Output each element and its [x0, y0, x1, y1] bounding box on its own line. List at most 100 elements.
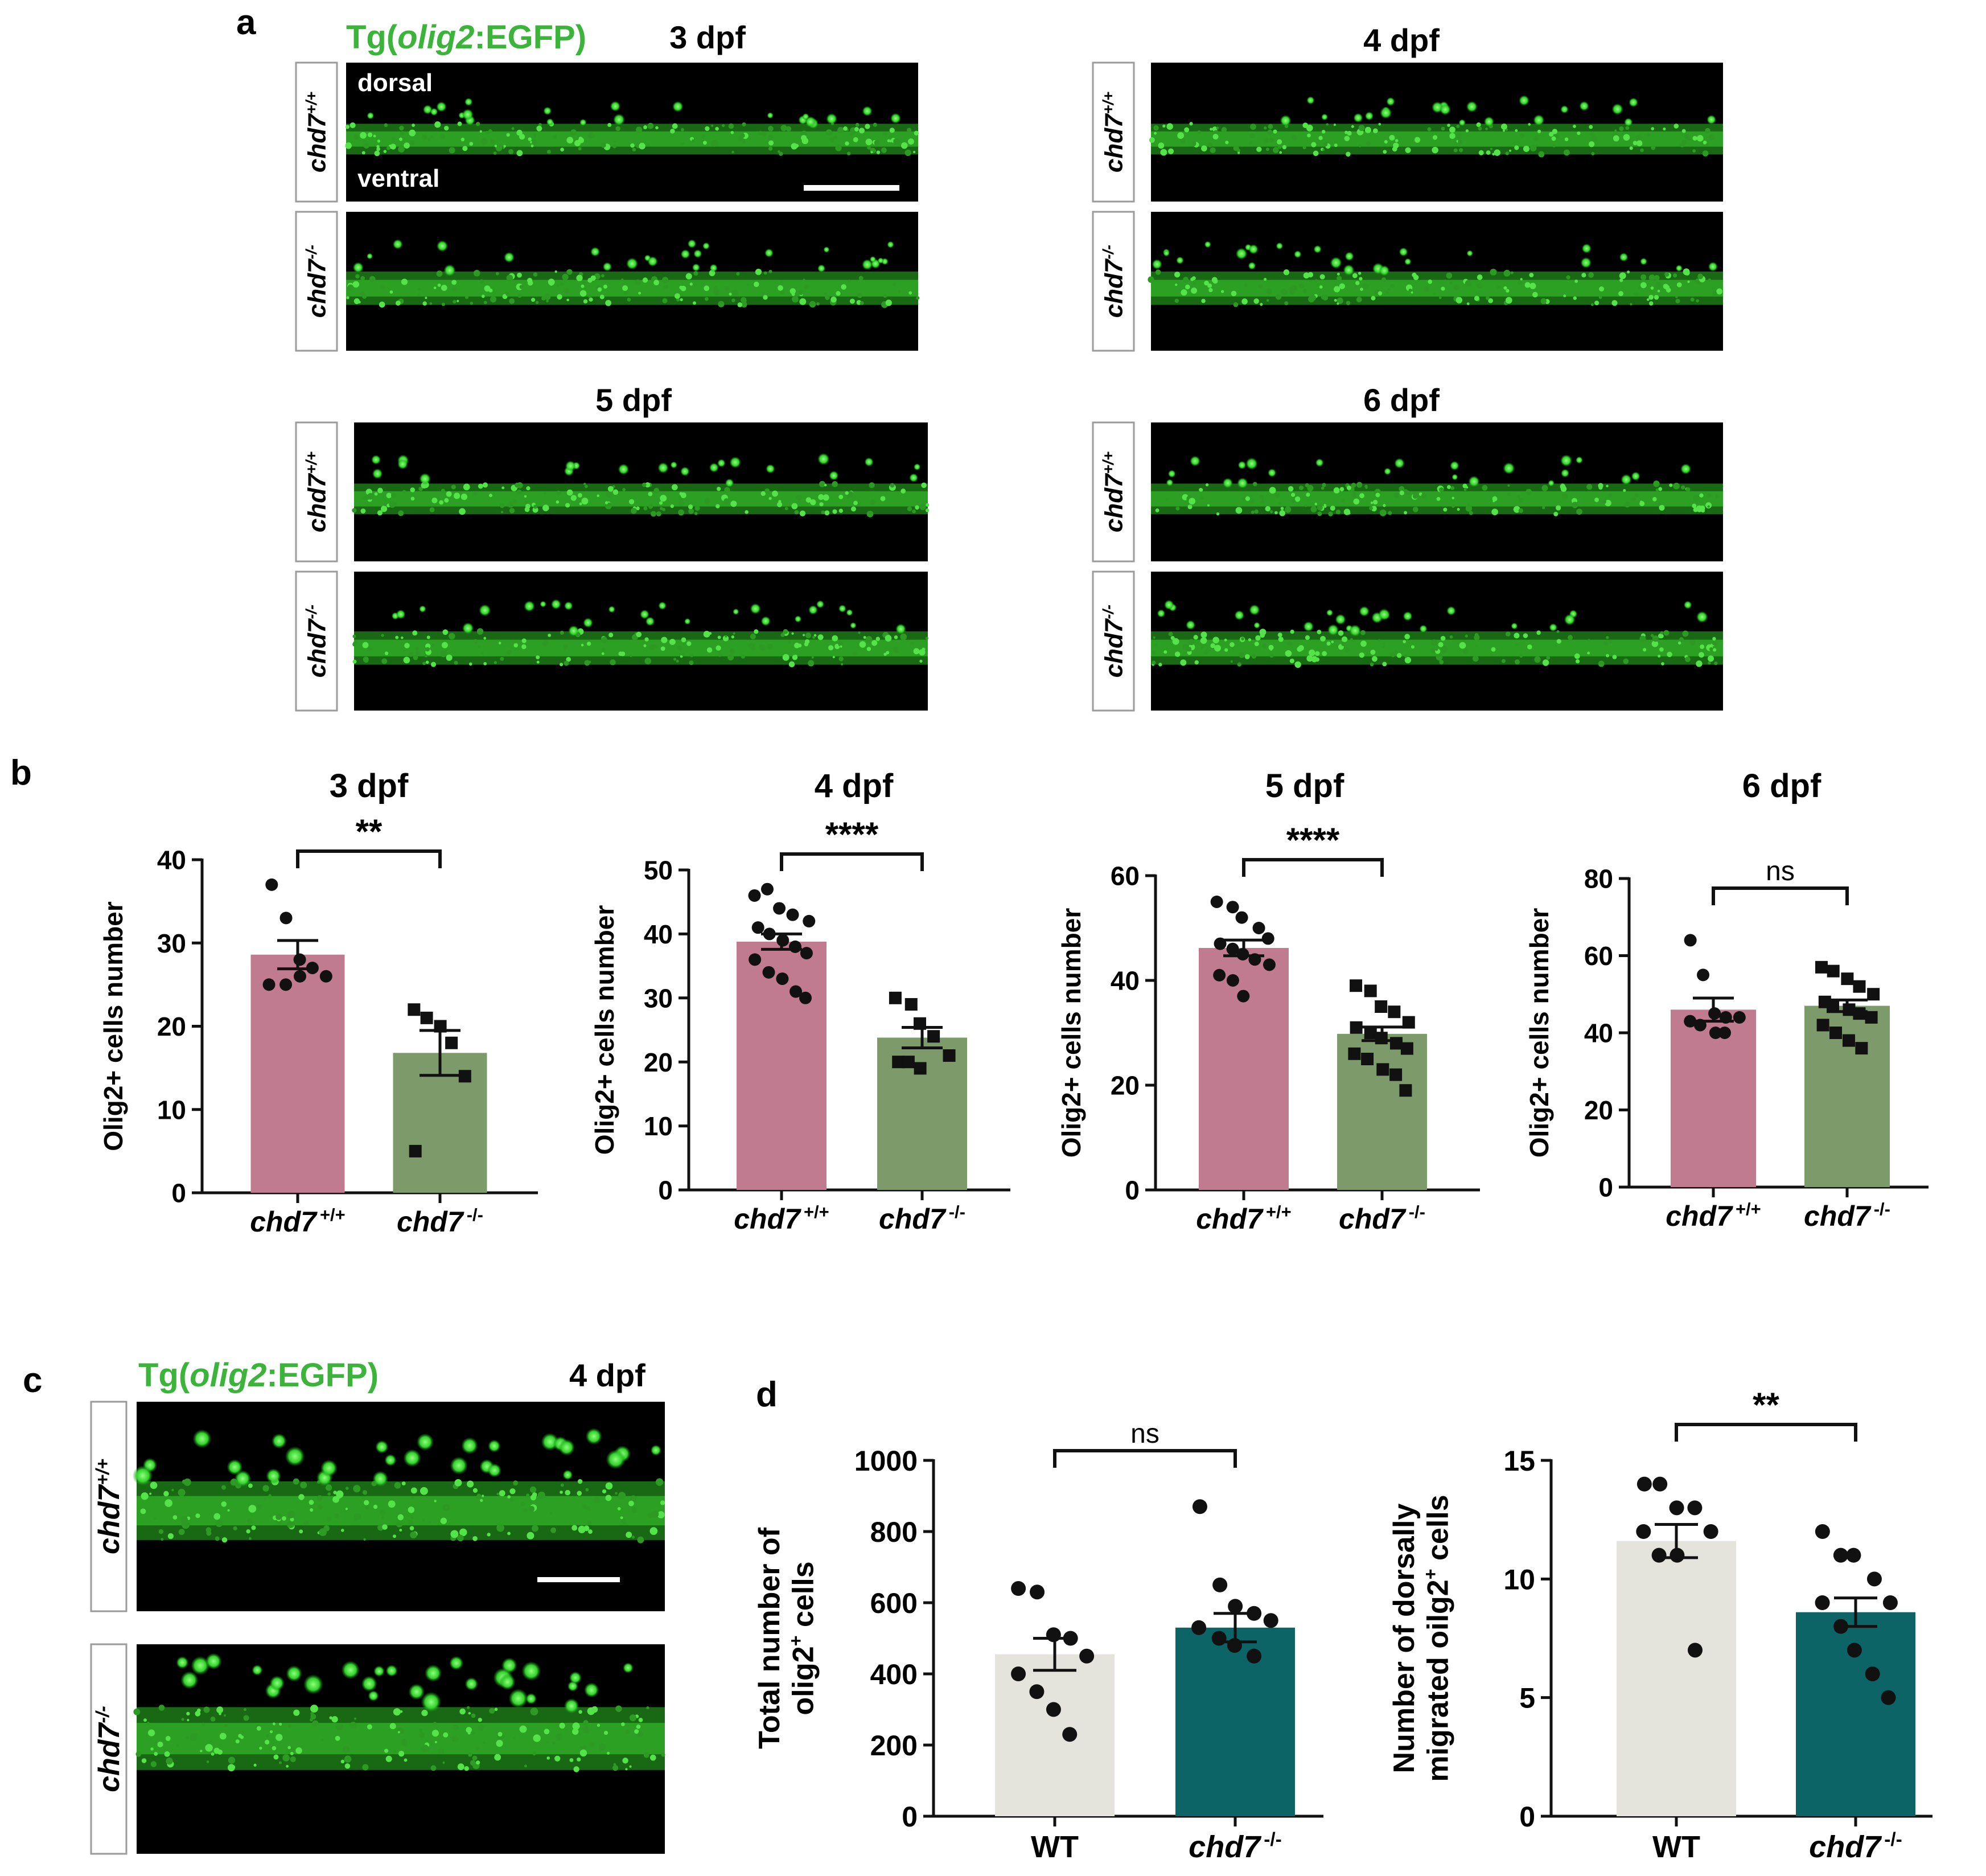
ventral-label: ventral [357, 165, 439, 192]
genotype-label: chd7-/- [302, 245, 331, 318]
y-axis-label: Olig2+ cells number [1524, 908, 1554, 1158]
data-point [1029, 1684, 1045, 1700]
data-point [1263, 1613, 1278, 1628]
data-point [1388, 1005, 1401, 1019]
y-tick-label: 5 [1519, 1682, 1535, 1714]
data-point [1261, 932, 1274, 945]
genotype-label: chd7+/+ [302, 92, 331, 173]
bar-chart: 3 dpf 0 10 20 30 40 Olig2+ cells number chd7 +/+… [98, 767, 538, 1238]
genotype-box [295, 421, 338, 563]
data-point [1709, 1027, 1722, 1039]
micrograph [1151, 572, 1723, 711]
y-tick-label: 40 [157, 845, 186, 875]
y-tick-label: 50 [644, 856, 673, 885]
significance-label: ** [356, 812, 383, 851]
significance-label: **** [825, 815, 879, 853]
y-axis-label: Total number of [753, 1527, 786, 1749]
bar [1199, 947, 1289, 1190]
x-tick-label: chd7 -/- [879, 1202, 965, 1235]
data-point [1350, 1021, 1363, 1034]
data-point [445, 1036, 458, 1049]
data-point [458, 1070, 471, 1083]
data-point [265, 878, 278, 891]
x-tick-label: chd7 +/+ [1196, 1202, 1292, 1235]
genotype-box [90, 1401, 128, 1612]
genotype-label: chd7+/+ [92, 1459, 126, 1554]
significance-bracket [296, 849, 442, 868]
bar [1671, 1009, 1756, 1187]
data-point [762, 966, 775, 979]
data-point [889, 991, 902, 1004]
data-point [1687, 1500, 1703, 1516]
genotype-box [1092, 421, 1135, 563]
genotype-box [295, 61, 338, 203]
y-tick-label: 10 [1503, 1563, 1535, 1595]
data-point [1636, 1524, 1651, 1539]
y-tick-label: 1000 [854, 1445, 918, 1477]
data-point [1855, 1042, 1868, 1055]
y-tick-label: 30 [157, 929, 186, 958]
y-tick-label: 0 [1519, 1801, 1535, 1833]
data-point [1079, 1648, 1095, 1664]
dorsal-label: dorsal [357, 69, 433, 97]
micrograph [133, 1644, 665, 1854]
data-point [1011, 1581, 1026, 1596]
significance-bracket [1675, 1423, 1857, 1442]
y-tick-label: 0 [1125, 1176, 1140, 1205]
y-axis-label: Olig2+ cells number [590, 905, 619, 1155]
genotype-box [1092, 61, 1135, 203]
data-point [914, 1062, 927, 1075]
y-axis-label: olig2+ cells [786, 1561, 820, 1715]
genotype-label: chd7+/+ [1099, 451, 1128, 532]
panel-c-title: 4 dpf [569, 1357, 645, 1393]
data-point [279, 978, 293, 991]
genotype-box [1092, 570, 1135, 712]
panel-a-title: 3 dpf [669, 19, 746, 55]
data-point [1062, 1727, 1078, 1742]
genotype-label: chd7-/- [302, 605, 331, 678]
y-tick-label: 0 [902, 1801, 918, 1833]
y-tick-label: 400 [870, 1659, 918, 1690]
genotype-label: chd7-/- [92, 1706, 126, 1792]
y-tick-label: 800 [870, 1516, 918, 1548]
data-point [1815, 1595, 1830, 1610]
data-point [279, 912, 293, 925]
bar [1804, 1005, 1890, 1187]
reporter-label-c: Tg(olig2:EGFP) [138, 1357, 379, 1394]
chart-title: 3 dpf [330, 767, 409, 804]
genotype-label: chd7+/+ [302, 451, 331, 532]
reporter-prefix: Tg( [346, 19, 398, 56]
panel-a-title: 5 dpf [595, 382, 672, 418]
y-tick-label: 10 [157, 1095, 186, 1124]
y-tick-label: 600 [870, 1587, 918, 1619]
data-point [1853, 980, 1866, 993]
y-tick-label: 0 [658, 1176, 673, 1205]
data-point [1376, 1063, 1389, 1076]
bar-chart: 0 5 10 15 Number of dorsally migrated oilg2+ … [1388, 1386, 1932, 1864]
data-point [1212, 1577, 1228, 1592]
data-point [1853, 1007, 1866, 1020]
bar [250, 954, 345, 1193]
data-point [1375, 1000, 1388, 1013]
bar [995, 1654, 1115, 1816]
y-tick-label: 200 [870, 1730, 918, 1762]
reporter-prefix: Tg( [138, 1357, 190, 1394]
data-point [293, 970, 306, 983]
y-tick-label: 80 [1584, 864, 1613, 894]
data-point [1847, 1643, 1862, 1658]
data-point [1703, 1524, 1718, 1539]
bar-chart: 5 dpf 0 20 40 60 Olig2+ cells number chd7 +/+ ch… [1056, 767, 1480, 1235]
data-point [1361, 1053, 1374, 1065]
chart-title: 4 dpf [815, 767, 894, 804]
panel-a-title: 6 dpf [1363, 382, 1440, 418]
data-point [1350, 979, 1363, 992]
data-point [1226, 901, 1239, 914]
data-point [1235, 911, 1248, 924]
panel-letter-d: d [756, 1375, 778, 1414]
data-point [1651, 1547, 1667, 1563]
data-point [790, 985, 803, 998]
data-point [1816, 1019, 1829, 1032]
micrograph [1151, 422, 1723, 561]
x-tick-label: chd7 +/+ [734, 1202, 829, 1235]
micrograph [1149, 63, 1723, 202]
